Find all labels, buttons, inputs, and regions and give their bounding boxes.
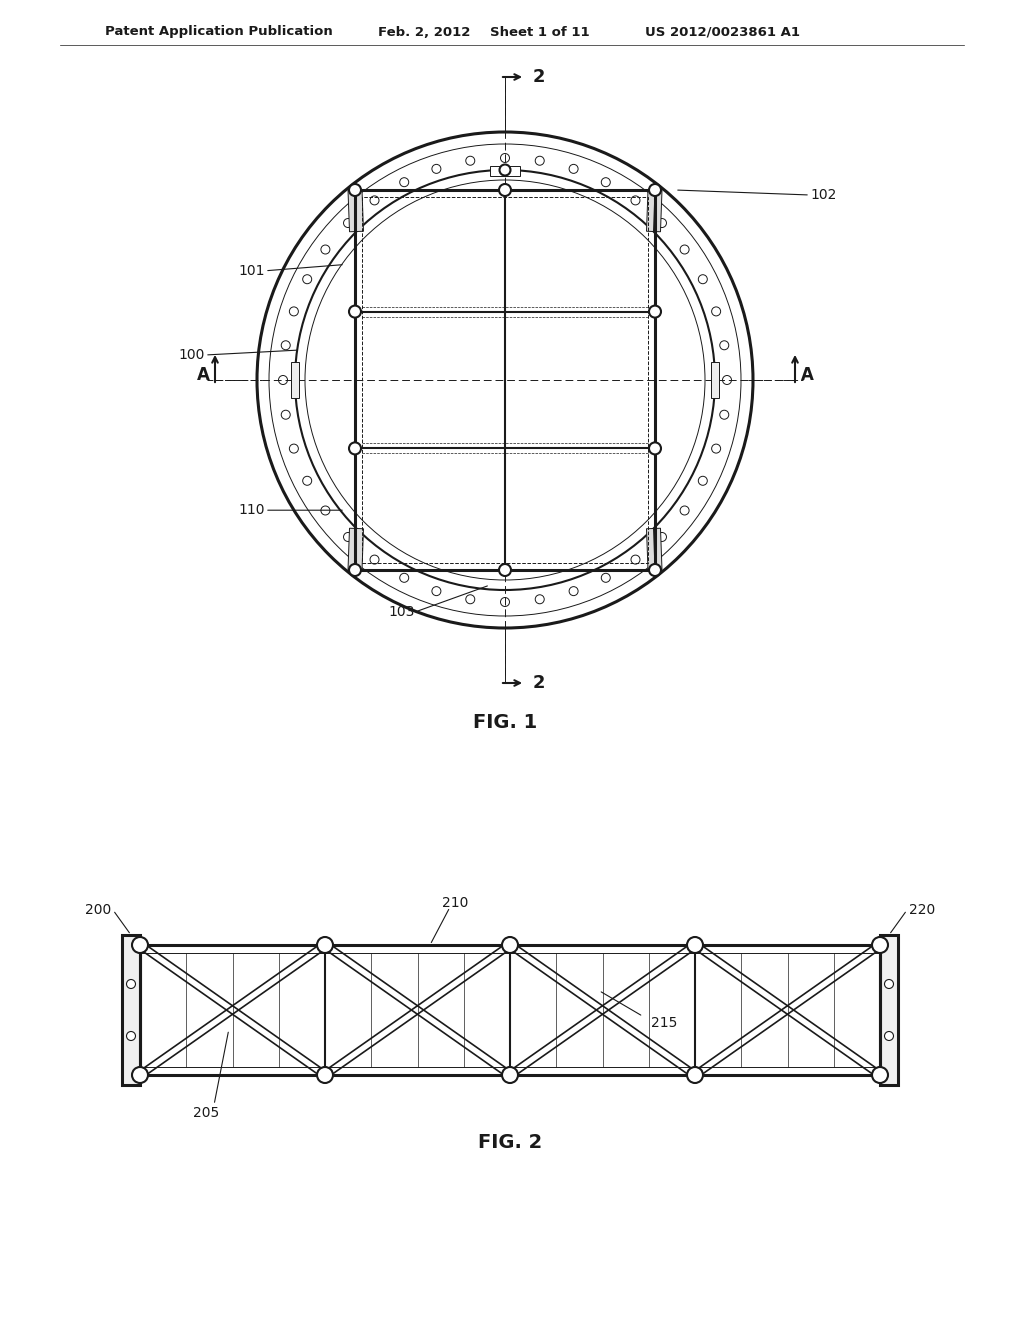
Circle shape	[132, 937, 148, 953]
Text: 2: 2	[534, 675, 546, 692]
Text: 110: 110	[239, 503, 265, 517]
Text: A: A	[197, 366, 210, 384]
Circle shape	[349, 442, 361, 454]
Circle shape	[687, 937, 703, 953]
Bar	[880, 935, 898, 1085]
Circle shape	[649, 564, 662, 576]
Circle shape	[349, 306, 361, 318]
Bar	[140, 945, 880, 1074]
Circle shape	[499, 183, 511, 195]
Polygon shape	[646, 190, 662, 232]
Circle shape	[649, 442, 662, 454]
Text: Feb. 2, 2012: Feb. 2, 2012	[378, 25, 470, 38]
Circle shape	[132, 1067, 148, 1082]
Bar	[362, 197, 648, 564]
Text: 205: 205	[194, 1106, 220, 1119]
Bar	[490, 166, 520, 176]
Text: 215: 215	[650, 1016, 677, 1030]
Circle shape	[349, 564, 361, 576]
Polygon shape	[646, 528, 662, 570]
Bar	[711, 362, 719, 399]
Text: 100: 100	[178, 348, 205, 362]
Circle shape	[885, 1031, 894, 1040]
Circle shape	[349, 183, 361, 195]
Text: 200: 200	[85, 903, 111, 917]
Bar	[355, 190, 655, 570]
Text: FIG. 1: FIG. 1	[473, 714, 538, 733]
Text: US 2012/0023861 A1: US 2012/0023861 A1	[645, 25, 800, 38]
Circle shape	[502, 937, 518, 953]
Circle shape	[317, 937, 333, 953]
Circle shape	[687, 1067, 703, 1082]
Circle shape	[500, 165, 511, 176]
Text: 103: 103	[389, 605, 415, 619]
Circle shape	[872, 937, 888, 953]
Circle shape	[649, 306, 662, 318]
Bar	[291, 362, 299, 399]
Text: 101: 101	[239, 264, 265, 277]
Circle shape	[502, 1067, 518, 1082]
Circle shape	[127, 1031, 135, 1040]
Text: Sheet 1 of 11: Sheet 1 of 11	[490, 25, 590, 38]
Polygon shape	[348, 528, 364, 570]
Text: A: A	[801, 366, 813, 384]
Text: 210: 210	[441, 896, 468, 909]
Text: 220: 220	[909, 903, 935, 917]
Circle shape	[872, 1067, 888, 1082]
Bar	[122, 935, 140, 1085]
Text: 2: 2	[534, 69, 546, 86]
Circle shape	[649, 183, 662, 195]
Circle shape	[499, 564, 511, 576]
Circle shape	[317, 1067, 333, 1082]
Text: 102: 102	[810, 187, 837, 202]
Circle shape	[885, 979, 894, 989]
Text: FIG. 2: FIG. 2	[478, 1134, 542, 1152]
Text: Patent Application Publication: Patent Application Publication	[105, 25, 333, 38]
Circle shape	[127, 979, 135, 989]
Polygon shape	[348, 190, 364, 232]
